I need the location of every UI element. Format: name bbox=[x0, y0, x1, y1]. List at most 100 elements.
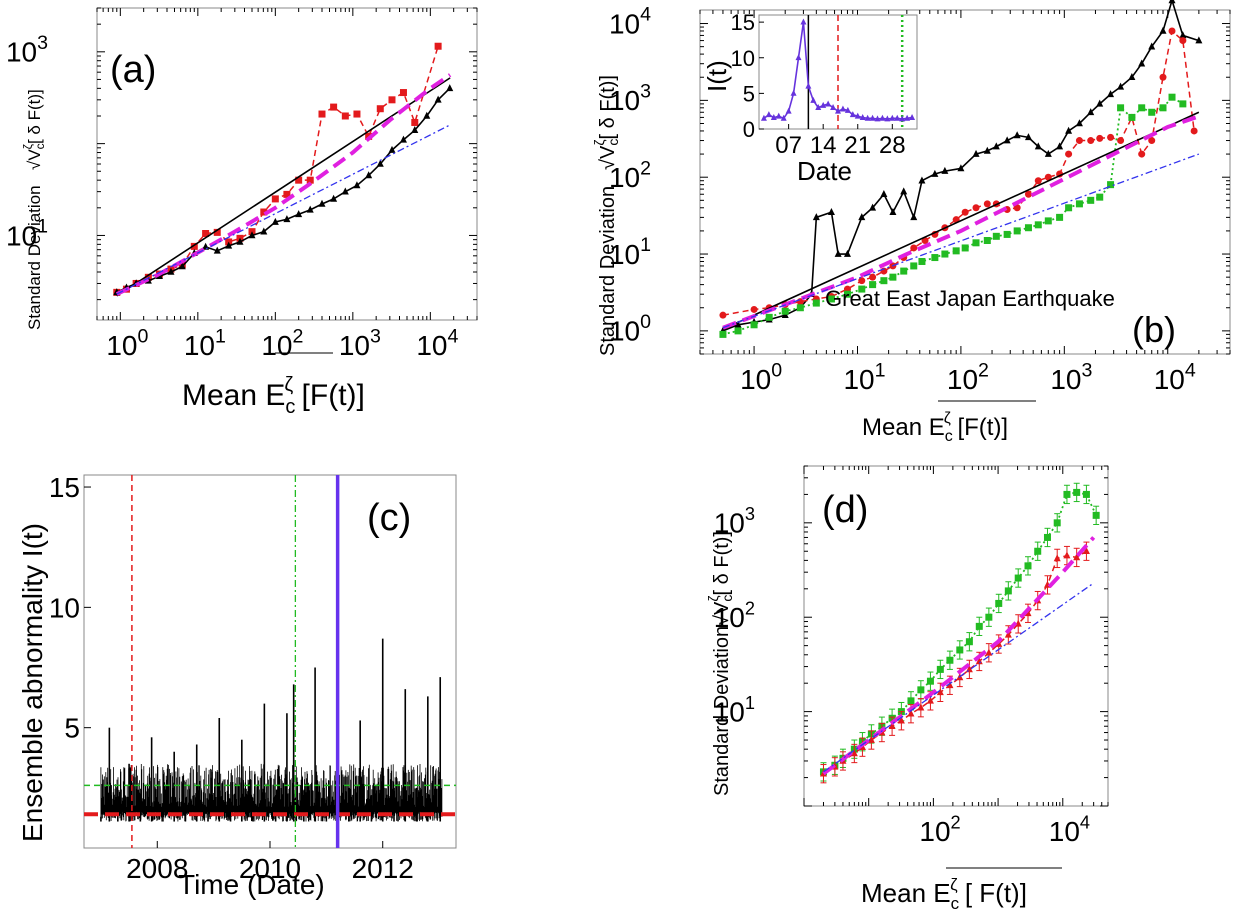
point-d-1 bbox=[1073, 553, 1081, 561]
point-inset-0 bbox=[825, 100, 832, 107]
point-d-0 bbox=[926, 677, 934, 685]
point-d-1 bbox=[1014, 619, 1022, 627]
point-a-1 bbox=[318, 199, 326, 207]
point-b-2 bbox=[1056, 213, 1064, 221]
point-b-2 bbox=[1159, 104, 1167, 112]
point-b-0 bbox=[1168, 0, 1176, 4]
point-inset-0 bbox=[775, 112, 782, 119]
point-a-1 bbox=[411, 126, 419, 134]
point-b-0 bbox=[918, 176, 926, 184]
point-d-1 bbox=[985, 648, 993, 656]
point-a-1 bbox=[306, 205, 314, 213]
point-b-0 bbox=[869, 203, 877, 211]
x-tick-label-d: 104 bbox=[1049, 812, 1090, 847]
series-a-1-line bbox=[116, 87, 451, 294]
x-tick-label-b: 102 bbox=[947, 359, 989, 395]
xlabel-a: Mean Ecζ [F(t)] bbox=[182, 374, 365, 418]
series-d-3-line bbox=[823, 582, 1095, 773]
point-b-0 bbox=[1107, 90, 1115, 98]
series-b-4-line bbox=[722, 114, 1200, 330]
point-b-0 bbox=[1179, 31, 1187, 39]
annotation-b: Great East Japan Earthquake bbox=[825, 286, 1115, 311]
panel-c: 2008 2010 2012 5 10 15 (c) bbox=[49, 472, 457, 884]
point-b-2 bbox=[1128, 113, 1136, 121]
point-b-2 bbox=[719, 330, 727, 338]
x-tick-label-a: 104 bbox=[416, 325, 458, 361]
ylabel-b-sqrt: √Vcζ[ δ F(t)] bbox=[591, 75, 621, 170]
point-inset-0 bbox=[830, 104, 837, 111]
point-b-1 bbox=[1087, 137, 1095, 145]
point-a-1 bbox=[376, 159, 384, 167]
point-b-2 bbox=[858, 285, 866, 293]
point-d-0 bbox=[995, 599, 1003, 607]
point-a-1 bbox=[341, 187, 349, 195]
point-b-2 bbox=[952, 247, 960, 255]
point-a-0 bbox=[353, 110, 361, 118]
point-d-1 bbox=[1004, 630, 1012, 638]
point-b-0 bbox=[1024, 133, 1032, 141]
point-d-1 bbox=[907, 709, 915, 717]
xlabel-c: Time (Date) bbox=[178, 869, 325, 900]
point-b-2 bbox=[931, 254, 939, 262]
point-d-0 bbox=[1024, 562, 1032, 570]
point-b-0 bbox=[983, 146, 991, 154]
point-a-0 bbox=[295, 176, 303, 184]
point-b-2 bbox=[992, 232, 1000, 240]
point-b-0 bbox=[812, 213, 820, 221]
point-d-1 bbox=[850, 749, 858, 757]
point-a-1 bbox=[213, 246, 221, 254]
point-b-1 bbox=[1034, 177, 1042, 185]
point-b-0 bbox=[1096, 99, 1104, 107]
point-d-0 bbox=[965, 638, 973, 646]
point-d-1 bbox=[897, 716, 905, 724]
series-a-3-line bbox=[115, 73, 452, 296]
point-b-2 bbox=[880, 277, 888, 285]
point-b-0 bbox=[889, 208, 897, 216]
inset-x-tick-label: 07 bbox=[775, 132, 802, 159]
point-inset-0 bbox=[864, 114, 871, 121]
point-d-0 bbox=[936, 665, 944, 673]
x-tick-label-d: 102 bbox=[919, 812, 960, 847]
point-a-1 bbox=[248, 231, 256, 239]
point-b-2 bbox=[972, 239, 980, 247]
point-a-0 bbox=[260, 208, 268, 216]
xlabel-d: Mean Ecζ [ F(t)] bbox=[861, 875, 1027, 913]
x-tick-label-a: 101 bbox=[184, 325, 226, 361]
point-inset-0 bbox=[889, 114, 896, 121]
point-d-0 bbox=[1043, 533, 1051, 541]
point-d-0 bbox=[1014, 574, 1022, 582]
point-a-1 bbox=[167, 267, 175, 275]
point-a-0 bbox=[283, 190, 291, 198]
point-inset-0 bbox=[844, 106, 851, 113]
point-b-0 bbox=[972, 149, 980, 157]
point-a-1 bbox=[399, 135, 407, 143]
point-b-2 bbox=[900, 267, 908, 275]
point-b-0 bbox=[1138, 59, 1146, 67]
point-b-1 bbox=[983, 200, 991, 208]
point-b-2 bbox=[781, 307, 789, 315]
point-b-0 bbox=[1034, 142, 1042, 150]
point-d-0 bbox=[1053, 519, 1061, 527]
point-inset-0 bbox=[874, 115, 881, 122]
point-inset-0 bbox=[879, 114, 886, 121]
point-d-0 bbox=[1034, 547, 1042, 555]
point-b-2 bbox=[1024, 224, 1032, 232]
point-d-0 bbox=[975, 622, 983, 630]
point-b-1 bbox=[1190, 127, 1198, 135]
point-inset-0 bbox=[909, 114, 916, 120]
point-d-0 bbox=[1063, 490, 1071, 498]
point-a-0 bbox=[341, 112, 349, 120]
x-tick-label-a: 102 bbox=[261, 325, 303, 361]
y-tick-label-a: 103 bbox=[6, 32, 48, 68]
point-inset-0 bbox=[790, 89, 797, 96]
point-d-0 bbox=[907, 697, 915, 705]
point-b-2 bbox=[1117, 104, 1125, 112]
point-b-1 bbox=[1096, 134, 1104, 142]
point-b-0 bbox=[834, 249, 842, 257]
series-c-band bbox=[100, 763, 443, 822]
point-b-2 bbox=[1065, 204, 1073, 212]
point-inset-0 bbox=[884, 115, 891, 122]
inset-x-tick-label: 14 bbox=[810, 132, 837, 159]
